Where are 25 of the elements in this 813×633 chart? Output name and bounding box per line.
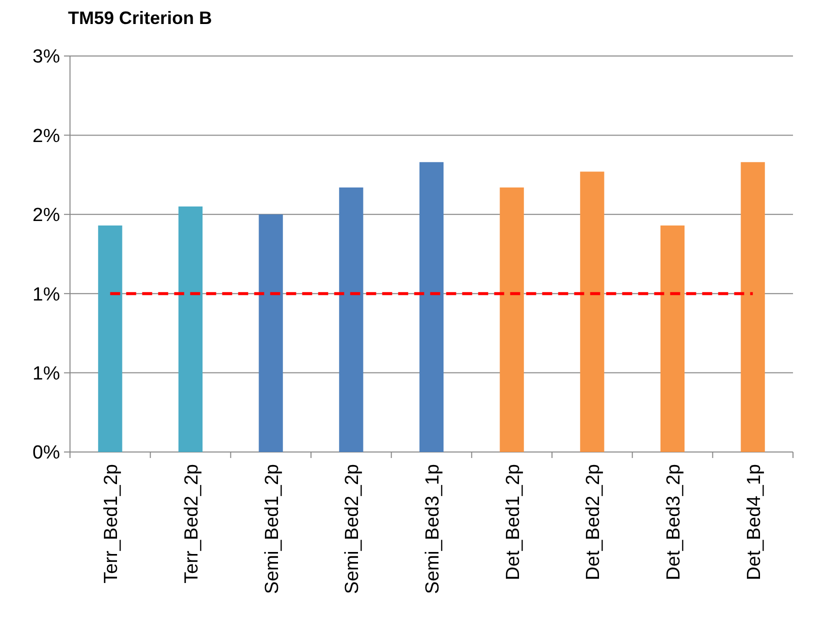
y-tick-label: 1% — [32, 284, 60, 306]
bar — [339, 187, 364, 452]
bar — [740, 162, 765, 452]
x-tick-label: Det_Bed3_2p — [664, 464, 684, 580]
y-tick-label: 2% — [32, 126, 60, 147]
x-tick-label: Det_Bed1_2p — [502, 464, 524, 580]
y-tick-label: 2% — [32, 205, 60, 226]
bar — [178, 206, 203, 452]
bar — [98, 225, 122, 452]
y-tick-label: 3% — [32, 46, 60, 68]
x-tick-label: Det_Bed4_1p — [744, 464, 765, 580]
y-tick-label: 0% — [32, 442, 60, 464]
x-tick-label: Det_Bed2_2p — [583, 464, 604, 580]
x-tick-label: Semi_Bed1_2p — [262, 464, 283, 594]
bar — [419, 162, 444, 452]
bar — [580, 172, 604, 452]
chart-title: TM59 Criterion B — [68, 8, 212, 28]
x-tick-label: Terr_Bed2_2p — [182, 464, 202, 584]
bar — [258, 214, 283, 452]
bar — [500, 187, 524, 452]
x-tick-label: Semi_Bed2_2p — [342, 464, 364, 594]
x-tick-label: Semi_Bed3_1p — [422, 464, 444, 594]
y-tick-label: 1% — [32, 363, 60, 384]
x-tick-label: Terr_Bed1_2p — [101, 464, 122, 584]
bar — [660, 225, 685, 452]
